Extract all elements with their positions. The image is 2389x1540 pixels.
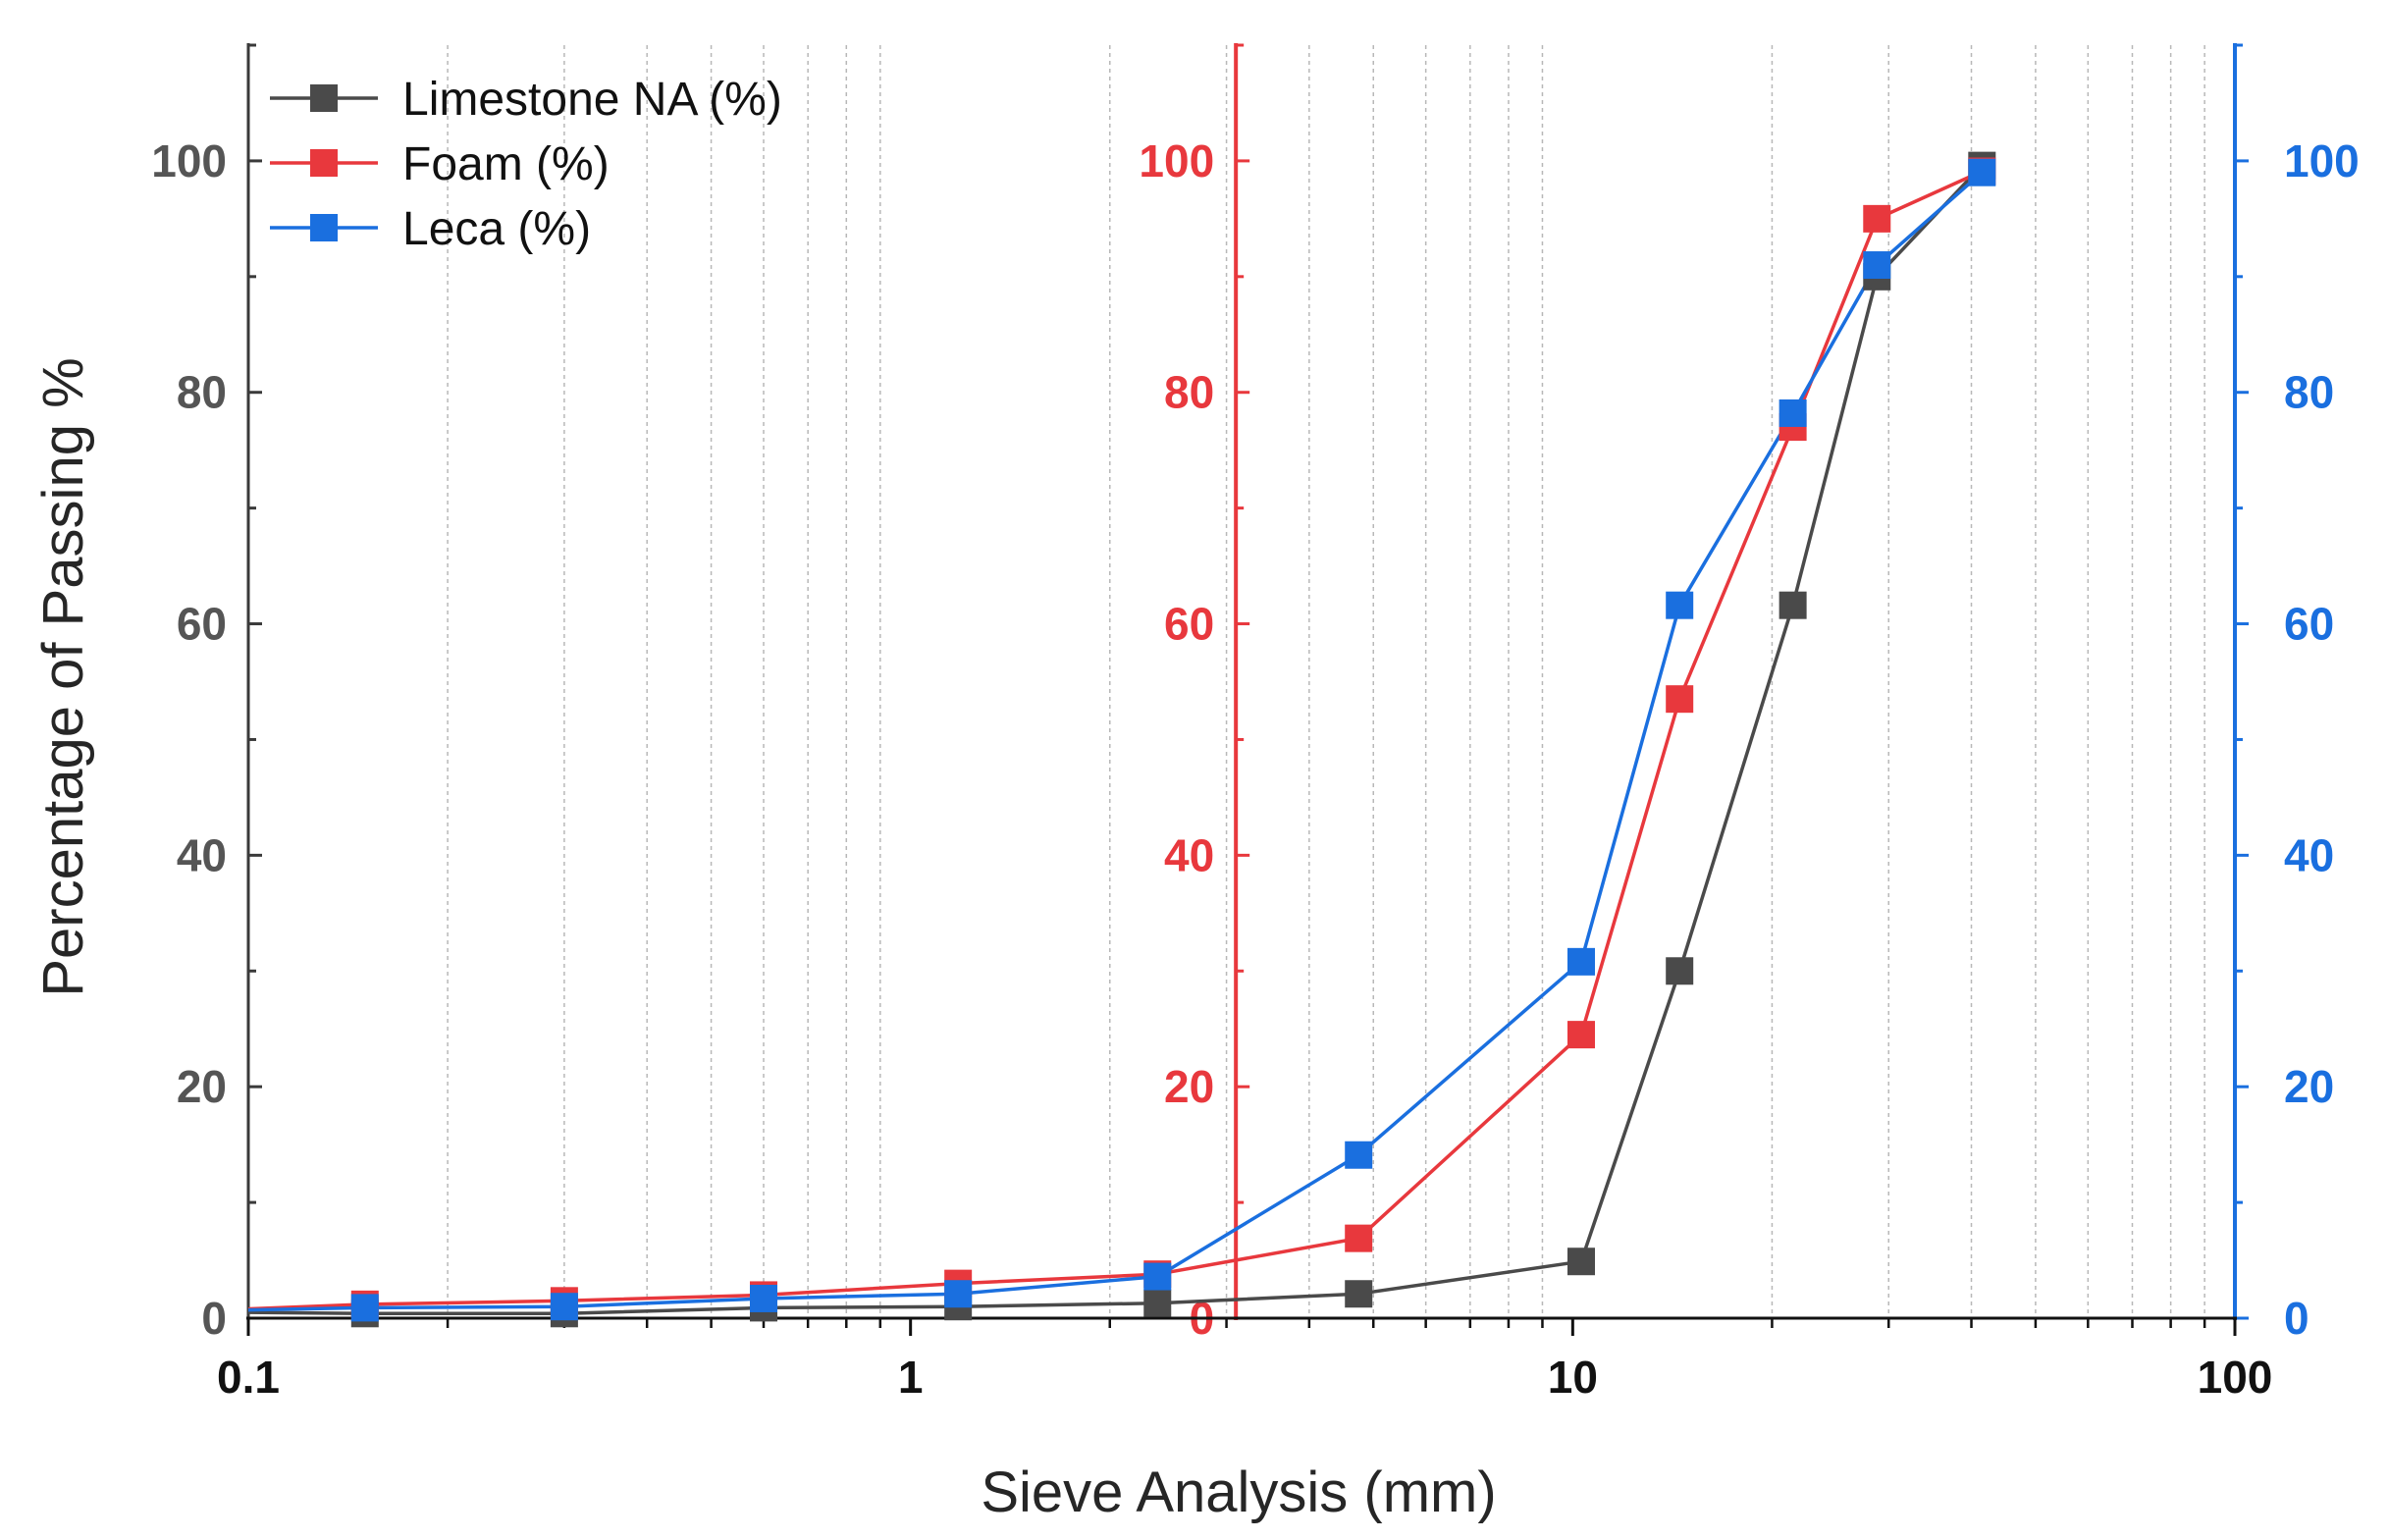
left-axis-tick-label: 20 [177, 1061, 227, 1112]
data-point [1143, 1262, 1172, 1291]
red-axis-tick-label: 60 [1164, 599, 1214, 650]
legend: Limestone NA (%) Foam (%) Leca (%) [270, 74, 782, 255]
data-point [1863, 204, 1891, 233]
data-point [1863, 251, 1891, 280]
x-axis-tick-label: 10 [1548, 1352, 1598, 1403]
legend-marker [310, 214, 338, 241]
vertical-grid [447, 45, 2205, 1318]
data-point [1666, 957, 1694, 985]
data-point [1143, 1289, 1172, 1317]
data-point [1345, 1224, 1373, 1252]
left-axis-tick-label: 60 [177, 599, 227, 650]
right-axis-tick-label: 60 [2284, 599, 2334, 650]
data-point [1566, 947, 1595, 976]
x-axis-tick-label: 0.1 [217, 1352, 280, 1403]
series-line [247, 169, 1984, 1311]
left-axis-tick-label: 0 [201, 1293, 227, 1344]
data-point [1345, 1141, 1373, 1169]
x-axis-tick-label: 100 [2198, 1352, 2273, 1403]
right-axis-tick-label: 80 [2284, 367, 2334, 418]
left-axis-tick-label: 100 [151, 135, 227, 186]
red-axis-tick-label: 100 [1139, 135, 1214, 186]
left-axis-tick-label: 40 [177, 829, 227, 880]
data-point [1778, 398, 1807, 427]
red-axis-tick-label: 40 [1164, 829, 1214, 880]
right-y-axis: 0 20 40 60 80 100 [2233, 43, 2360, 1344]
data-point [1666, 591, 1694, 619]
legend-label: Foam (%) [402, 138, 610, 190]
series-line [247, 171, 1984, 1312]
series-layer [247, 151, 1996, 1328]
right-axis-tick-label: 40 [2284, 829, 2334, 880]
data-point [1666, 685, 1694, 714]
left-y-axis: 0 20 40 60 80 100 [151, 43, 262, 1344]
data-point [550, 1293, 578, 1321]
right-axis-tick-label: 20 [2284, 1061, 2334, 1112]
data-point [1566, 1021, 1595, 1049]
y-axis-title: Percentage of Passing % [31, 357, 95, 996]
data-point [1345, 1280, 1373, 1308]
left-axis-tick-label: 80 [177, 367, 227, 418]
legend-marker [310, 149, 338, 177]
data-point [749, 1284, 777, 1312]
series-line [247, 164, 1984, 1316]
x-axis-title: Sieve Analysis (mm) [981, 1460, 1496, 1524]
legend-marker [310, 84, 338, 112]
x-axis-tick-label: 1 [898, 1352, 924, 1403]
data-point [944, 1280, 973, 1308]
red-axis-tick-label: 20 [1164, 1061, 1214, 1112]
red-axis-tick-label: 80 [1164, 367, 1214, 418]
legend-label: Limestone NA (%) [402, 74, 782, 126]
x-axis: 0.1 1 10 100 [217, 1316, 2273, 1403]
right-axis-tick-label: 100 [2284, 135, 2360, 186]
data-point [350, 1294, 379, 1322]
data-point [1778, 591, 1807, 619]
legend-label: Leca (%) [402, 203, 591, 255]
data-point [1968, 158, 1996, 186]
data-point [1566, 1248, 1595, 1276]
right-axis-tick-label: 0 [2284, 1293, 2309, 1344]
